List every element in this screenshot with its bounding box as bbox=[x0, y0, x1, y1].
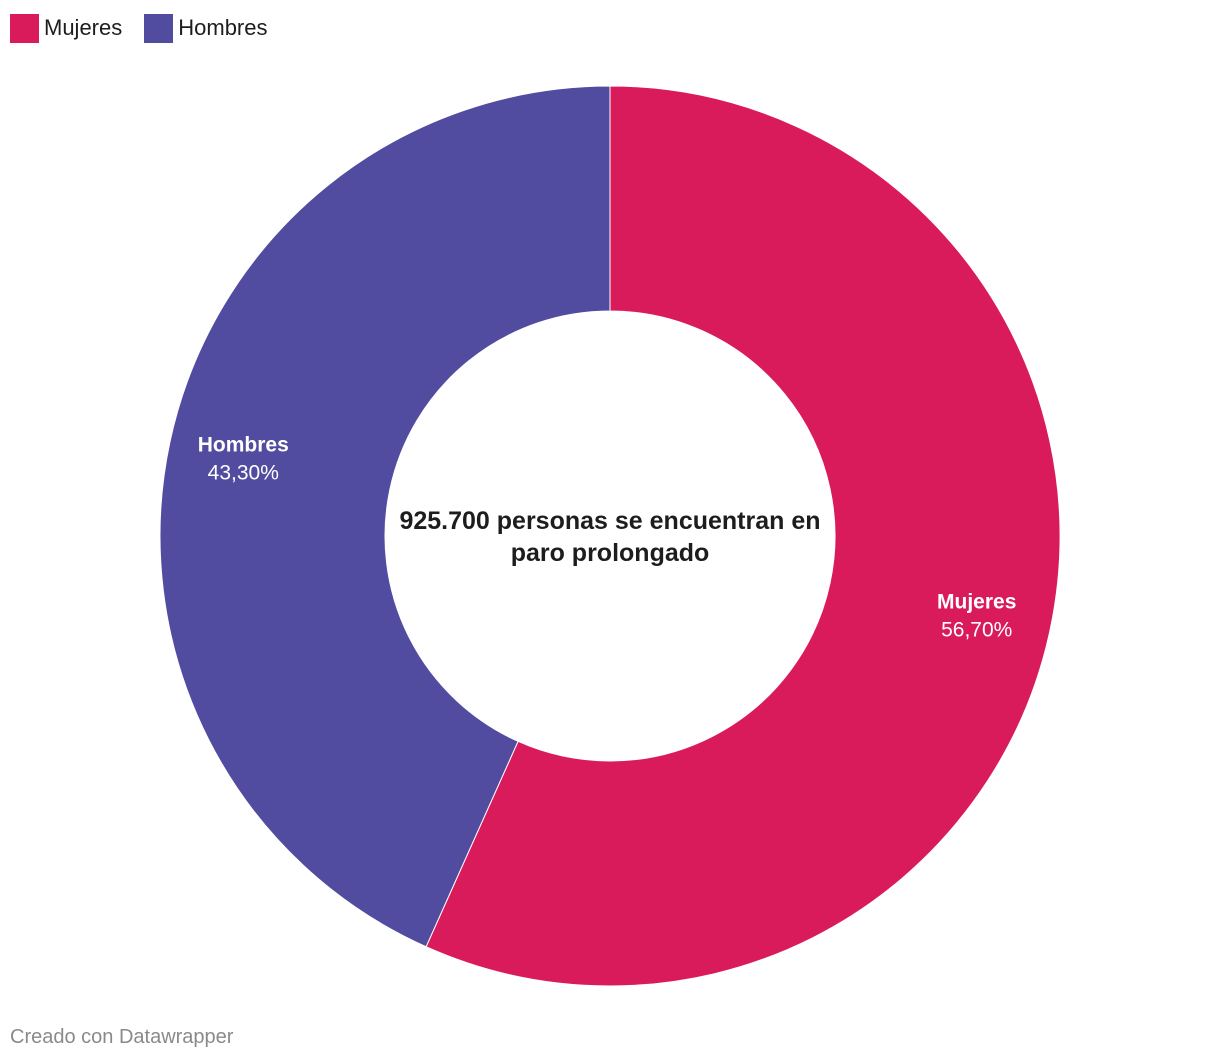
legend-label-mujeres: Mujeres bbox=[44, 15, 123, 40]
slice-label-name-hombres: Hombres bbox=[198, 434, 289, 457]
legend-swatch-hombres bbox=[144, 13, 174, 43]
donut-center-label: 925.700 personas se encuentran en paro p… bbox=[399, 507, 821, 567]
slice-label-name-mujeres: Mujeres bbox=[937, 590, 1016, 613]
legend-item-hombres: Hombres bbox=[144, 13, 268, 43]
donut-slice-hombres bbox=[159, 85, 611, 948]
slice-label-value-hombres: 43,30% bbox=[208, 462, 279, 485]
legend-item-mujeres: Mujeres bbox=[10, 13, 122, 43]
chart-legend: Mujeres Hombres bbox=[10, 13, 268, 43]
footer-credit: Creado con Datawrapper bbox=[10, 1026, 234, 1048]
slice-label-value-mujeres: 56,70% bbox=[941, 618, 1012, 641]
legend-swatch-mujeres bbox=[10, 13, 39, 43]
legend-label-hombres: Hombres bbox=[178, 15, 268, 40]
donut-slice-mujeres bbox=[425, 85, 1061, 987]
